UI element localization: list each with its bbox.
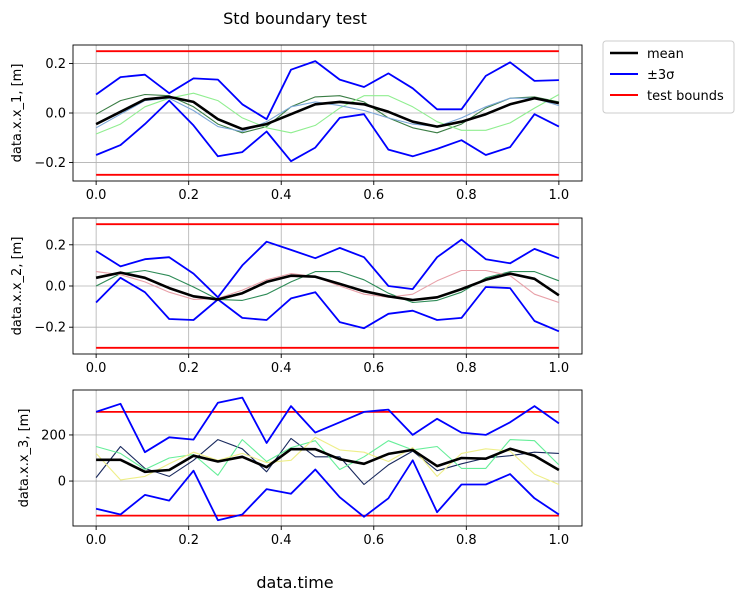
- plot-area: [95, 50, 560, 176]
- legend-label-3sigma: ±3σ: [647, 68, 674, 83]
- lower-3sigma-line: [95, 99, 560, 163]
- figure-title: Std boundary test: [223, 9, 367, 28]
- y-axis-label: data.x.x_2, [m]: [10, 237, 25, 336]
- x-tick-label: 0.2: [178, 361, 199, 376]
- legend: mean ±3σ test bounds: [602, 40, 735, 114]
- mean-line: [96, 447, 560, 474]
- subplot-x1: 0.0 0.2 0.4 0.6 0.8 1.0 −0.2 0.0 0.2 data.x.x_1, …: [10, 44, 583, 203]
- x-tick-label: 0.6: [363, 188, 384, 203]
- x-axis-label: data.time: [256, 573, 333, 592]
- y-tick-label: 0: [58, 475, 66, 490]
- plot-area: [95, 223, 560, 349]
- x-tick-label: 0.2: [178, 188, 199, 203]
- x-tick-label: 0.8: [456, 188, 477, 203]
- plot-area: [95, 396, 560, 522]
- mean-line: [95, 95, 560, 131]
- x-tick-label: 0.4: [271, 361, 292, 376]
- x-tick-label: 0.4: [271, 188, 292, 203]
- mean-line: [95, 271, 560, 302]
- x-tick-label: 0.6: [363, 533, 384, 548]
- x-tick-label: 0.8: [456, 533, 477, 548]
- x-tick-label: 0.0: [86, 533, 107, 548]
- x-tick-label: 1.0: [549, 533, 570, 548]
- legend-label-mean: mean: [647, 47, 684, 62]
- y-tick-label: −0.2: [34, 321, 66, 336]
- y-tick-label: 0.0: [45, 107, 66, 122]
- x-tick-label: 0.0: [86, 361, 107, 376]
- y-tick-label: 200: [41, 428, 66, 443]
- upper-3sigma-line: [95, 238, 560, 299]
- x-tick-label: 1.0: [549, 361, 570, 376]
- lower-3sigma-line: [95, 276, 560, 333]
- sample-trajectory-line: [95, 436, 560, 486]
- x-tick-label: 0.4: [271, 533, 292, 548]
- legend-label-test-bounds: test bounds: [647, 89, 724, 104]
- x-tick-label: 0.8: [456, 361, 477, 376]
- y-tick-label: 0.0: [45, 280, 66, 295]
- x-tick-label: 0.0: [86, 188, 107, 203]
- x-tick-label: 1.0: [549, 188, 570, 203]
- y-tick-label: 0.2: [45, 57, 66, 72]
- subplot-x3: 0.0 0.2 0.4 0.6 0.8 1.0 0 200 data.x.x_3, [m]: [17, 389, 583, 548]
- lower-3sigma-line: [95, 459, 560, 522]
- sample-trajectory-line: [95, 437, 559, 486]
- x-tick-label: 0.6: [363, 361, 384, 376]
- y-axis-label: data.x.x_3, [m]: [17, 409, 32, 508]
- y-axis-label: data.x.x_1, [m]: [10, 64, 25, 163]
- x-tick-label: 0.2: [178, 533, 199, 548]
- axes-frame: [72, 389, 583, 527]
- subplot-x2: 0.0 0.2 0.4 0.6 0.8 1.0 −0.2 0.0 0.2 data.x.x_2, …: [10, 217, 583, 376]
- upper-3sigma-line: [95, 396, 560, 454]
- y-tick-label: 0.2: [45, 238, 66, 253]
- upper-3sigma-line: [95, 60, 559, 121]
- y-tick-label: −0.2: [34, 156, 66, 171]
